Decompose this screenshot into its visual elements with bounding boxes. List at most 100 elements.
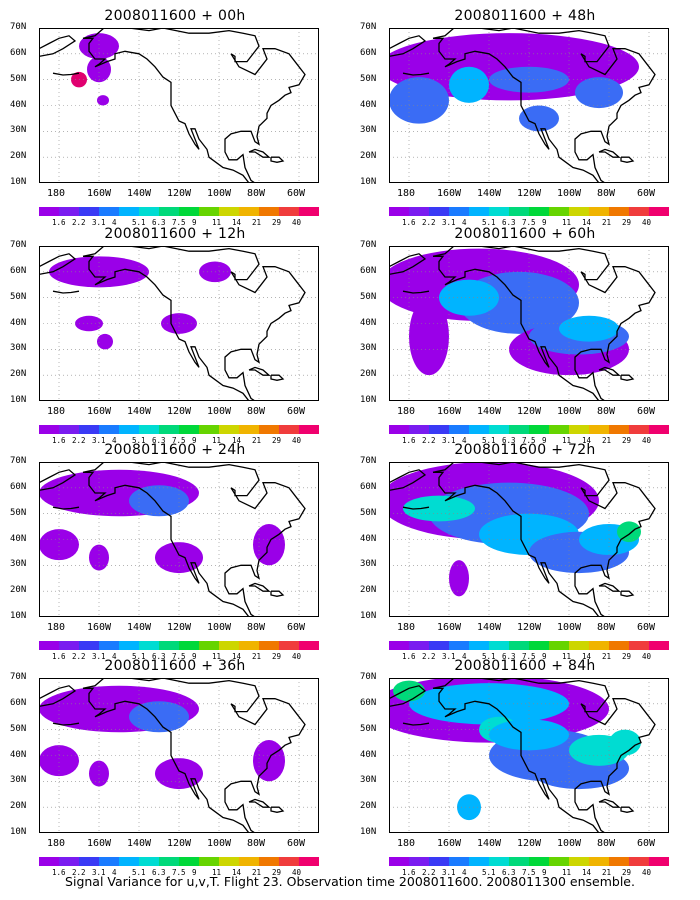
color-scale-bar (39, 207, 319, 216)
coastline (598, 366, 621, 376)
variance-contour (39, 529, 79, 561)
latitude-label: 20N (10, 801, 27, 812)
color-scale-label: 4 (462, 436, 467, 445)
longitude-label: 180 (397, 188, 416, 199)
color-scale-label: 7.5 (172, 218, 186, 227)
color-scale-label: 1.6 (402, 868, 416, 877)
variance-map (39, 462, 319, 617)
longitude-label: 120W (167, 188, 192, 199)
coastline (620, 374, 635, 381)
coastline (598, 148, 621, 158)
color-scale-label: 3.1 (442, 652, 456, 661)
color-scale-swatch (179, 207, 199, 216)
color-scale-label: 21 (602, 868, 612, 877)
coastline (270, 806, 285, 813)
map-frame (39, 462, 319, 617)
coastline (82, 462, 306, 617)
color-scale-label: 6.3 (152, 868, 166, 877)
variance-map (389, 28, 669, 183)
color-scale-label: 40 (292, 218, 302, 227)
variance-contour (129, 485, 189, 517)
color-scale-label: 2.2 (72, 652, 86, 661)
longitude-label: 120W (167, 838, 192, 849)
coastline (39, 469, 77, 492)
color-scale-swatch (409, 641, 429, 650)
color-scale-label: 2.2 (72, 868, 86, 877)
color-scale-swatch (389, 425, 409, 434)
forecast-panel: 2008011600 + 84h 70N 60N 50N 40N 30N 20N 10N 180… (355, 658, 695, 877)
latitude-label: 20N (10, 369, 27, 380)
coastline (402, 290, 430, 294)
color-scale-swatch (119, 857, 139, 866)
color-scale-swatch (139, 857, 159, 866)
color-scale-swatch (409, 207, 429, 216)
longitude-label: 100W (557, 406, 582, 417)
longitude-label: 60W (637, 188, 656, 199)
panel-title: 2008011600 + 48h (454, 8, 596, 24)
color-scale-swatch (199, 207, 219, 216)
color-scale-swatch (59, 207, 79, 216)
panel-title: 2008011600 + 24h (104, 442, 246, 458)
latitude-label: 60N (360, 697, 377, 708)
latitude-label: 40N (360, 533, 377, 544)
latitude-label: 60N (10, 47, 27, 58)
color-scale-label: 14 (582, 868, 592, 877)
color-scale-swatch (609, 425, 629, 434)
color-scale-swatch (649, 425, 669, 434)
color-scale-label: 40 (292, 652, 302, 661)
coastline (248, 148, 271, 158)
color-scale-swatch (79, 857, 99, 866)
longitude-label: 160W (437, 622, 462, 633)
variance-contour (39, 745, 79, 777)
latitude-label: 10N (360, 827, 377, 837)
color-scale-swatch (529, 857, 549, 866)
latitude-label: 70N (10, 22, 27, 32)
variance-contour (89, 760, 109, 787)
color-scale-label: 11 (562, 436, 572, 445)
color-scale-swatch (489, 641, 509, 650)
variance-contour (449, 560, 469, 597)
color-scale-label: 2.2 (422, 868, 436, 877)
color-scale-label: 11 (212, 436, 222, 445)
coastline (620, 156, 635, 163)
color-scale-swatch (199, 857, 219, 866)
color-scale-label: 1.6 (402, 218, 416, 227)
forecast-panel: 2008011600 + 60h 70N 60N 50N 40N 30N 20N 10N 180… (355, 226, 695, 445)
latitude-label: 60N (10, 265, 27, 276)
color-scale-label: 14 (232, 652, 242, 661)
longitude-label: 100W (207, 622, 232, 633)
longitude-label: 100W (207, 188, 232, 199)
latitude-label: 30N (360, 125, 377, 136)
longitude-label: 80W (597, 406, 616, 417)
latitude-label: 50N (360, 723, 377, 734)
latitude-label: 30N (360, 559, 377, 570)
color-scale-label: 21 (602, 218, 612, 227)
latitude-label: 70N (360, 672, 377, 682)
longitude-label: 80W (597, 838, 616, 849)
map-frame (389, 462, 669, 617)
color-scale-label: 2.2 (422, 436, 436, 445)
color-scale-label: 40 (642, 868, 652, 877)
coastline (52, 722, 80, 726)
color-scale-bar (389, 425, 669, 434)
color-scale-label: 7.5 (522, 436, 536, 445)
panel-title: 2008011600 + 12h (104, 226, 246, 242)
variance-contour (129, 701, 189, 733)
coastline (432, 678, 656, 833)
color-scale-label: 6.3 (502, 436, 516, 445)
color-scale-label: 1.6 (52, 218, 66, 227)
longitude-label: 100W (557, 838, 582, 849)
latitude-label: 40N (360, 749, 377, 760)
color-scale-label: 11 (562, 218, 572, 227)
color-scale-label: 40 (642, 436, 652, 445)
color-scale-swatch (469, 641, 489, 650)
color-scale-swatch (649, 641, 669, 650)
latitude-label: 10N (10, 611, 27, 621)
color-scale-swatch (159, 425, 179, 434)
latitude-label: 20N (360, 801, 377, 812)
panel-title: 2008011600 + 00h (104, 8, 246, 24)
longitude-label: 80W (247, 622, 266, 633)
color-scale-label: 5.1 (132, 436, 146, 445)
color-scale-swatch (259, 425, 279, 434)
color-scale-label: 4 (462, 652, 467, 661)
